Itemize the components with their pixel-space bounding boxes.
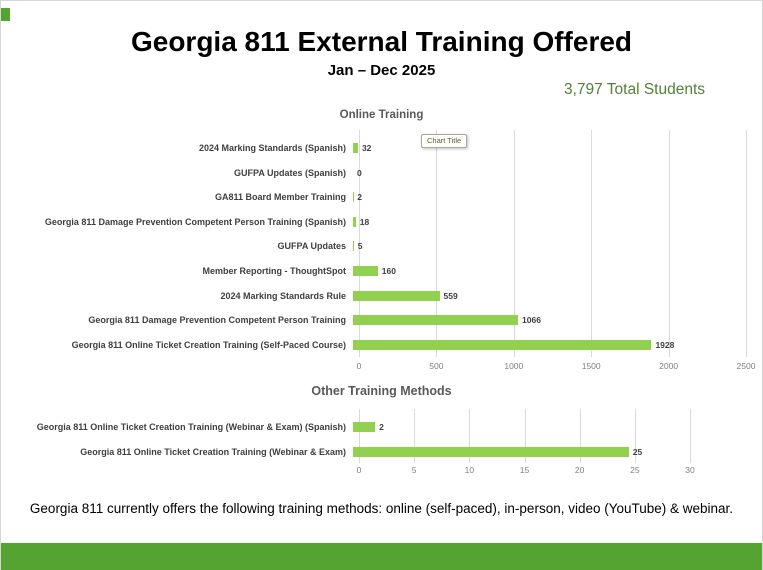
gridline: [634, 409, 636, 463]
x-axis-tick-label: 10: [464, 465, 475, 475]
bar-row: Georgia 811 Online Ticket Creation Train…: [1, 439, 762, 464]
other-training-plot-area: [359, 409, 691, 463]
category-label: Georgia 811 Online Ticket Creation Train…: [71, 339, 346, 350]
category-label: 2024 Marking Standards (Spanish): [198, 143, 346, 154]
value-label: 32: [361, 143, 372, 154]
bar[interactable]: [353, 143, 358, 154]
bar-row: 2024 Marking Standards (Spanish) 32: [1, 136, 762, 161]
gridline: [414, 409, 416, 463]
online-training-x-axis: 0 500 1000 1500 2000 2500: [356, 361, 756, 373]
gridline: [359, 130, 360, 357]
gridline: [579, 409, 581, 463]
online-training-chart-title: Online Training: [339, 109, 424, 121]
bar-row: Georgia 811 Damage Prevention Competent …: [1, 210, 762, 235]
bar-row: Member Reporting - ThoughtSpot 160: [1, 259, 762, 284]
x-axis-tick-label: 30: [685, 465, 695, 475]
bar-track: 32: [353, 136, 740, 161]
online-training-bar-rows: 2024 Marking Standards (Spanish) 32 GUFPA …: [1, 136, 762, 357]
other-training-methods-chart-title: Other Training Methods: [311, 384, 452, 398]
value-label: 1928: [655, 339, 675, 350]
category-label: Member Reporting - ThoughtSpot: [202, 266, 346, 276]
bar-track: 5: [353, 234, 740, 259]
bar-track: 160: [353, 259, 740, 284]
x-axis-tick-label: 5: [411, 465, 417, 475]
x-axis-tick-label: 500: [429, 361, 444, 371]
bar-track: 2: [353, 185, 740, 210]
category-label: GUFPA Updates (Spanish): [233, 167, 346, 178]
bar[interactable]: [353, 241, 354, 252]
corner-accent-shape: [1, 8, 10, 21]
bar-track: 0: [353, 161, 740, 186]
gridline: [690, 409, 691, 463]
x-axis-tick-label: 2000: [659, 361, 679, 371]
category-label: Georgia 811 Online Ticket Creation Train…: [80, 446, 346, 457]
bar[interactable]: [353, 266, 378, 276]
gridline: [524, 409, 526, 463]
x-axis-tick-label: 1500: [581, 361, 601, 371]
bar-track: 18: [353, 210, 740, 235]
gridline: [513, 130, 515, 357]
total-students-text: 3,797 Total Students: [563, 81, 705, 98]
category-label: 2024 Marking Standards Rule: [220, 290, 346, 301]
gridline: [436, 130, 438, 357]
gridline: [591, 130, 593, 357]
category-label: Georgia 811 Online Ticket Creation Train…: [36, 421, 346, 432]
other-training-x-axis: 0 5 10 15 20 25 30: [356, 465, 695, 477]
bar-row: GA811 Board Member Training 2: [1, 185, 762, 210]
bar[interactable]: [353, 290, 440, 301]
gridline: [668, 130, 670, 357]
bar-row: Georgia 811 Online Ticket Creation Train…: [1, 414, 762, 439]
bar-track: 2: [353, 414, 684, 439]
chart-title-tooltip: Chart Title: [421, 134, 468, 148]
gridline: [359, 409, 360, 463]
bar-row: 2024 Marking Standards Rule 559: [1, 283, 762, 308]
bar-track: 559: [353, 283, 740, 308]
value-label: 0: [357, 167, 362, 178]
value-label: 25: [632, 446, 643, 457]
category-label: Georgia 811 Damage Prevention Competent …: [44, 216, 346, 227]
value-label: 1066: [522, 315, 541, 326]
category-label: Georgia 811 Damage Prevention Competent …: [88, 315, 346, 326]
bar[interactable]: [353, 216, 356, 227]
gridline: [469, 409, 471, 463]
value-label: 559: [443, 290, 458, 301]
x-axis-tick-label: 1000: [504, 361, 524, 371]
bar-row: Georgia 811 Damage Prevention Competent …: [1, 308, 762, 333]
x-axis-tick-label: 0: [356, 465, 362, 475]
bar[interactable]: [353, 315, 519, 326]
gridline: [746, 130, 747, 357]
x-axis-tick-label: 2500: [736, 361, 756, 371]
bar-row: Georgia 811 Online Ticket Creation Train…: [1, 332, 762, 357]
bar-row: GUFPA Updates 5: [1, 234, 762, 259]
value-label: 18: [359, 216, 370, 227]
x-axis-tick-label: 15: [519, 465, 530, 475]
bar[interactable]: [353, 339, 652, 350]
footer-caption: Georgia 811 currently offers the followi…: [29, 501, 734, 516]
slide-title: Georgia 811 External Training Offered: [130, 26, 633, 57]
bar-track: 1066: [353, 308, 740, 333]
bar-row: GUFPA Updates (Spanish) 0: [1, 161, 762, 186]
bar[interactable]: [353, 446, 629, 457]
other-training-bar-rows: Georgia 811 Online Ticket Creation Train…: [1, 414, 762, 464]
x-axis-tick-label: 20: [574, 465, 585, 475]
value-label: 2: [379, 421, 384, 432]
slide-subtitle: Jan – Dec 2025: [327, 62, 436, 79]
value-label: 5: [357, 241, 363, 252]
category-label: GUFPA Updates: [277, 241, 346, 252]
value-label: 160: [381, 266, 396, 276]
x-axis-tick-label: 25: [630, 465, 640, 475]
category-label: GA811 Board Member Training: [214, 192, 346, 203]
bar-track: 1928: [353, 332, 740, 357]
x-axis-tick-label: 0: [356, 361, 362, 371]
online-training-plot-area: [359, 130, 747, 357]
value-label: 2: [357, 192, 363, 203]
bottom-green-band: [1, 543, 762, 570]
bar-track: 25: [353, 439, 684, 464]
bar[interactable]: [353, 421, 376, 432]
